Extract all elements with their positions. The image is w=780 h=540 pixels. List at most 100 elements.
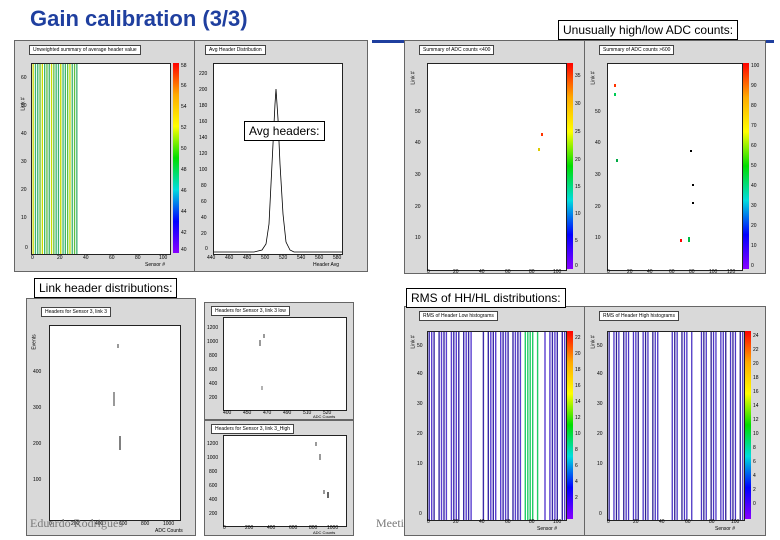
x-tick: 100 xyxy=(731,519,740,525)
heatmap-stripe xyxy=(613,332,615,520)
x-tick: 40 xyxy=(479,269,485,274)
heatmap-stripe xyxy=(700,332,703,520)
palette-tick: 50 xyxy=(751,163,757,169)
heatmap-stripe xyxy=(470,332,472,520)
y-tick: 40 xyxy=(595,140,601,146)
y-tick: 120 xyxy=(199,151,208,157)
y-tick: 140 xyxy=(199,135,208,141)
x-tick: 520 xyxy=(323,410,332,416)
x-tick: 80 xyxy=(689,269,695,274)
x-axis-label: Sensor # xyxy=(715,526,736,532)
unweighted-summary-panel: Unweighted summary of average header val… xyxy=(14,40,196,272)
y-tick: 400 xyxy=(33,369,42,375)
heatmap-stripe xyxy=(46,64,48,254)
x-tick: 80 xyxy=(135,255,141,261)
plot-frame xyxy=(31,63,171,255)
heatmap-stripe xyxy=(62,64,64,254)
y-tick: 50 xyxy=(597,343,603,349)
heatmap-stripe xyxy=(532,332,534,520)
x-tick: 20 xyxy=(57,255,63,261)
palette-tick: 25 xyxy=(575,129,581,135)
y-tick: 180 xyxy=(199,103,208,109)
panel-title: Headers for Sensor 3, link 3 xyxy=(41,307,111,317)
palette-tick: 35 xyxy=(575,73,581,79)
heatmap-stripe xyxy=(492,332,494,520)
palette-tick: 30 xyxy=(575,101,581,107)
heatmap-stripe xyxy=(50,64,53,254)
x-tick: 600 xyxy=(119,521,128,527)
heatmap-stripes xyxy=(32,64,78,254)
palette-tick: 4 xyxy=(753,473,756,479)
footer-author: Eduardo Rodrigues xyxy=(30,516,123,530)
x-tick: 600 xyxy=(289,525,298,531)
x-tick: 100 xyxy=(553,519,562,525)
palette-tick: 22 xyxy=(575,335,581,341)
y-axis-label: Link # xyxy=(590,335,597,349)
x-tick: 0 xyxy=(607,519,610,525)
histogram-line xyxy=(214,88,342,253)
heatmap-stripe xyxy=(55,64,57,254)
x-tick: 60 xyxy=(505,269,511,274)
heatmap-stripe xyxy=(465,332,467,520)
x-tick: 400 xyxy=(95,521,104,527)
palette-tick: 8 xyxy=(753,445,756,451)
y-tick: 800 xyxy=(209,353,218,359)
palette-tick: 8 xyxy=(575,447,578,453)
y-axis-label: Events xyxy=(31,334,38,350)
x-tick: 800 xyxy=(141,521,150,527)
x-axis-label: ADC Counts xyxy=(313,530,336,535)
heatmap-stripe xyxy=(703,332,705,520)
plot-frame xyxy=(607,331,745,521)
y-tick: 100 xyxy=(33,477,42,483)
y-tick: 220 xyxy=(199,71,208,77)
heatmap-stripe xyxy=(739,332,741,520)
plot-frame xyxy=(427,331,567,521)
x-tick: 80 xyxy=(709,519,715,525)
marker xyxy=(538,148,540,151)
heatmap-stripe xyxy=(482,332,485,520)
adc-low-panel: Summary of ADC counts <400 Link # 50 40 … xyxy=(404,40,586,274)
heatmap-stripe xyxy=(712,332,715,520)
y-tick: 10 xyxy=(597,461,603,467)
heatmap-stripe xyxy=(691,332,693,520)
heatmap-stripe xyxy=(686,332,688,520)
heatmap-stripe xyxy=(69,64,71,254)
callout-avg-headers: Avg headers: xyxy=(244,121,325,141)
palette-tick: 10 xyxy=(575,211,581,217)
heatmap-stripe xyxy=(487,332,489,520)
x-tick: 490 xyxy=(283,410,292,416)
y-tick: 30 xyxy=(595,172,601,178)
x-tick: 0 xyxy=(49,521,52,527)
heatmap-stripe xyxy=(445,332,448,520)
y-tick: 60 xyxy=(21,75,27,81)
heatmap-stripe xyxy=(41,64,43,254)
palette-tick: 40 xyxy=(751,183,757,189)
plot-frame xyxy=(223,317,347,411)
x-tick: 500 xyxy=(261,255,270,261)
x-tick: 40 xyxy=(83,255,89,261)
callout-unusual-adc: Unusually high/low ADC counts: xyxy=(558,20,739,40)
x-tick: 100 xyxy=(553,269,562,274)
palette-tick: 4 xyxy=(575,479,578,485)
heatmap-stripe xyxy=(674,332,676,520)
rms-low-panel: RMS of Header Low histograms Link # 50 4… xyxy=(404,306,586,536)
heatmap-stripe xyxy=(60,64,62,254)
heatmap-stripe xyxy=(729,332,732,520)
heatmap-stripe xyxy=(544,332,546,520)
heatmap-stripe xyxy=(76,64,78,254)
x-tick: 60 xyxy=(505,519,511,525)
x-tick: 40 xyxy=(659,519,665,525)
x-tick: 480 xyxy=(243,255,252,261)
y-tick: 200 xyxy=(209,511,218,517)
y-tick: 10 xyxy=(417,461,423,467)
y-tick: 20 xyxy=(21,187,27,193)
panel-title: RMS of Header High histograms xyxy=(599,311,679,321)
color-palette xyxy=(745,331,751,519)
x-tick: 520 xyxy=(279,255,288,261)
x-tick: 440 xyxy=(207,255,216,261)
x-tick: 60 xyxy=(109,255,115,261)
heatmap-stripe xyxy=(64,64,66,254)
heatmap-stripe xyxy=(524,332,526,520)
marker xyxy=(692,202,694,204)
heatmap-stripe xyxy=(722,332,724,520)
